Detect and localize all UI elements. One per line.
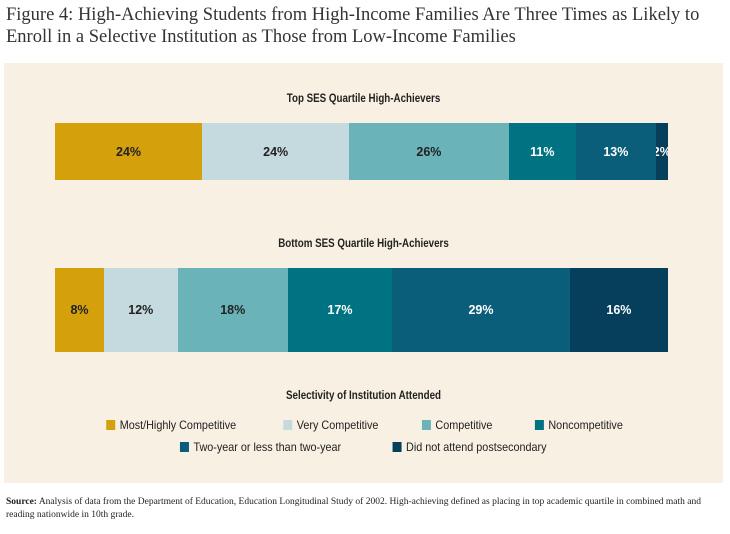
- bar-segment: 18%: [177, 268, 288, 352]
- legend-swatch: [534, 420, 544, 430]
- data-label: 24%: [263, 144, 289, 159]
- legend-swatch: [283, 420, 293, 430]
- legend-swatch: [106, 420, 116, 430]
- legend-swatch: [421, 420, 431, 430]
- legend-item: Did not attend postsecondary: [393, 440, 547, 454]
- bottom-ses-bar: 8% 12% 18% 17% 29% 16%: [55, 268, 668, 352]
- legend-label: Most/Highly Competitive: [120, 418, 237, 432]
- bar-segment: 29%: [392, 268, 570, 352]
- legend-label: Did not attend postsecondary: [406, 440, 548, 454]
- data-label: 18%: [220, 303, 246, 317]
- bar-segment: 2%: [655, 123, 668, 180]
- legend: Most/Highly Competitive Very Competitive C…: [4, 418, 723, 462]
- data-label: 17%: [327, 303, 353, 317]
- legend-label: Competitive: [434, 418, 492, 432]
- bar-segment: 17%: [287, 268, 393, 352]
- source-label: Source:: [6, 497, 37, 507]
- legend-swatch: [393, 442, 403, 452]
- data-label: 16%: [606, 303, 632, 317]
- legend-item: Two-year or less than two-year: [180, 440, 342, 454]
- bottom-bar-title: Bottom SES Quartile High-Achievers: [278, 238, 449, 250]
- data-label: 12%: [128, 303, 154, 317]
- legend-label: Two-year or less than two-year: [193, 440, 342, 454]
- bar-segment: 12%: [104, 268, 178, 352]
- legend-item: Very Competitive: [283, 418, 378, 432]
- legend-title: Selectivity of Institution Attended: [286, 390, 441, 402]
- data-label: 24%: [116, 144, 142, 159]
- figure-title: Figure 4: High-Achieving Students from H…: [6, 5, 700, 47]
- legend-item: Most/Highly Competitive: [106, 418, 237, 432]
- bar-segment: 16%: [569, 268, 668, 352]
- legend-swatch: [180, 442, 190, 452]
- legend-label: Noncompetitive: [548, 418, 623, 432]
- bar-segment: 8%: [55, 268, 105, 352]
- source-note: Source: Analysis of data from the Depart…: [6, 496, 706, 522]
- data-label: 2%: [655, 144, 668, 159]
- data-label: 26%: [416, 144, 442, 159]
- legend-label: Very Competitive: [296, 418, 379, 432]
- bar-segment: 11%: [508, 123, 577, 180]
- data-label: 11%: [530, 144, 555, 159]
- data-label: 8%: [70, 303, 89, 317]
- bar-segment: 13%: [576, 123, 656, 180]
- legend-item: Noncompetitive: [534, 418, 623, 432]
- data-label: 13%: [603, 144, 629, 159]
- source-text: Analysis of data from the Department of …: [6, 497, 701, 520]
- chart-panel: Top SES Quartile High-Achievers 24% 24% 26…: [4, 63, 723, 483]
- bar-segment: 24%: [55, 123, 203, 180]
- top-bar-title: Top SES Quartile High-Achievers: [286, 93, 441, 105]
- bar-segment: 24%: [202, 123, 350, 180]
- legend-item: Competitive: [421, 418, 492, 432]
- top-ses-bar: 24% 24% 26% 11% 13% 2%: [55, 123, 668, 180]
- bar-segment: 26%: [349, 123, 509, 180]
- data-label: 29%: [468, 303, 494, 317]
